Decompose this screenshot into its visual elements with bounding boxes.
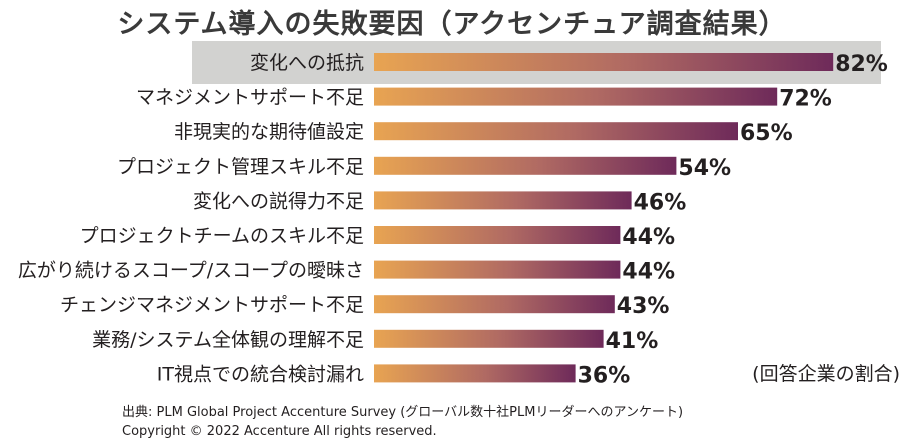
value-label: 44% bbox=[622, 260, 675, 285]
category-label: プロジェクトチームのスキル不足 bbox=[80, 225, 364, 247]
value-label: 36% bbox=[578, 363, 631, 388]
value-label: 46% bbox=[634, 190, 687, 215]
value-label: 82% bbox=[835, 52, 888, 77]
value-label: 65% bbox=[740, 121, 793, 146]
value-label: 43% bbox=[617, 294, 670, 319]
bar bbox=[374, 191, 632, 210]
bar bbox=[374, 53, 834, 71]
copyright-line: Copyright © 2022 Accenture All rights re… bbox=[122, 424, 437, 439]
bar bbox=[374, 87, 778, 106]
value-label: 41% bbox=[606, 329, 659, 354]
value-label: 44% bbox=[622, 225, 675, 250]
category-label: 広がり続けるスコープ/スコープの曖昧さ bbox=[18, 260, 364, 282]
bar bbox=[374, 295, 615, 314]
category-label: 業務/システム全体観の理解不足 bbox=[92, 329, 364, 351]
chart-title: システム導入の失敗要因（アクセンチュア調査結果） bbox=[117, 9, 787, 40]
category-label: マネジメントサポート不足 bbox=[136, 87, 364, 109]
value-label: 54% bbox=[678, 156, 731, 181]
bar bbox=[374, 329, 604, 348]
unit-note: (回答企業の割合) bbox=[752, 363, 900, 385]
category-label: IT視点での統合検討漏れ bbox=[157, 363, 364, 385]
bar bbox=[374, 260, 621, 279]
category-label: 非現実的な期待値設定 bbox=[174, 121, 364, 143]
category-label: 変化への抵抗 bbox=[250, 52, 364, 74]
category-label: 変化への説得力不足 bbox=[193, 190, 364, 212]
bar bbox=[374, 122, 738, 141]
source-note: 出典: PLM Global Project Accenture Survey … bbox=[122, 403, 683, 441]
bar bbox=[374, 156, 677, 175]
bar bbox=[374, 364, 576, 383]
category-label: チェンジマネジメントサポート不足 bbox=[60, 294, 364, 316]
category-label: プロジェクト管理スキル不足 bbox=[117, 156, 364, 178]
value-label: 72% bbox=[779, 87, 832, 112]
bar bbox=[374, 226, 621, 244]
source-line: 出典: PLM Global Project Accenture Survey … bbox=[122, 405, 684, 420]
